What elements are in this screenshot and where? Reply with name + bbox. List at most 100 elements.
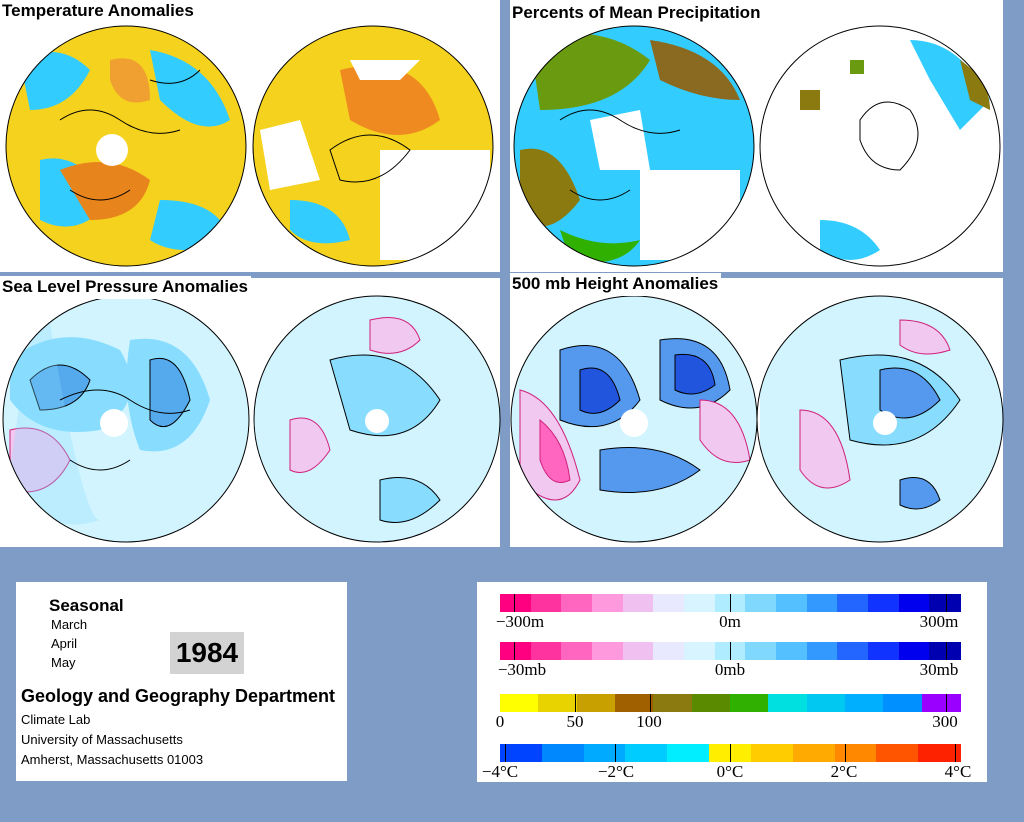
lab-name: Climate Lab xyxy=(21,712,91,727)
tick-mark xyxy=(845,744,846,762)
temperature-nh-map xyxy=(6,26,246,266)
color-swatch xyxy=(684,642,716,660)
color-swatch xyxy=(806,594,839,612)
precip-tick-50: 50 xyxy=(566,712,584,731)
tick-mark xyxy=(513,594,515,612)
height-500mb-nh-map xyxy=(511,296,757,542)
tick-mark xyxy=(730,642,731,660)
color-swatch xyxy=(792,744,836,762)
precip-tick-100: 100 xyxy=(636,712,662,731)
color-swatch xyxy=(898,594,931,612)
color-swatch xyxy=(845,694,885,712)
pressure-color-bar xyxy=(500,642,961,660)
slp-nh-map xyxy=(3,296,249,542)
height-tick-max: 300m xyxy=(919,612,959,631)
tick-mark xyxy=(615,744,616,762)
tick-mark xyxy=(955,744,957,762)
color-swatch xyxy=(921,694,961,712)
tick-mark xyxy=(730,744,731,762)
color-swatch xyxy=(653,694,693,712)
tick-mark xyxy=(504,744,506,762)
month-may: May xyxy=(51,655,76,670)
tick-mark xyxy=(946,694,948,712)
color-swatch xyxy=(837,642,869,660)
color-swatch xyxy=(806,694,846,712)
pressure-tick-min: −30mb xyxy=(497,660,547,679)
color-swatch xyxy=(615,694,655,712)
color-swatch xyxy=(541,744,585,762)
color-swatch xyxy=(868,594,900,612)
temp-tick-minus4: −4°C xyxy=(481,762,519,781)
color-swatch xyxy=(561,594,593,612)
temperature-title: Temperature Anomalies xyxy=(0,0,197,23)
precip-color-bar xyxy=(500,694,961,712)
height-500mb-title: 500 mb Height Anomalies xyxy=(510,273,722,296)
color-swatch xyxy=(500,694,540,712)
precipitation-nh-map xyxy=(514,26,754,266)
color-swatch xyxy=(653,594,685,612)
color-swatch xyxy=(622,642,655,660)
color-swatch xyxy=(745,642,777,660)
temp-tick-zero: 0°C xyxy=(716,762,744,781)
slp-title: Sea Level Pressure Anomalies xyxy=(0,276,252,299)
color-swatch xyxy=(530,642,563,660)
temp-tick-minus2: −2°C xyxy=(597,762,635,781)
color-swatch xyxy=(538,694,578,712)
color-swatch xyxy=(500,642,532,660)
color-swatch xyxy=(653,642,685,660)
height-500mb-sh-map xyxy=(760,296,1003,542)
tick-mark xyxy=(513,642,515,660)
tick-mark xyxy=(946,594,948,612)
color-swatch xyxy=(684,594,716,612)
color-swatch xyxy=(883,694,923,712)
color-swatch xyxy=(868,642,900,660)
precipitation-sh-map xyxy=(760,26,1000,266)
color-swatch xyxy=(834,744,878,762)
tick-mark xyxy=(649,694,651,712)
seasonal-label: Seasonal xyxy=(49,596,124,615)
legend-box: −300m 0m 300m −30mb 0mb 30mb 0 50 100 30… xyxy=(477,582,987,782)
color-swatch xyxy=(561,642,593,660)
precip-tick-300: 300 xyxy=(932,712,958,731)
height-tick-min: −300m xyxy=(495,612,545,631)
year-label: 1984 xyxy=(170,632,244,674)
temp-tick-2: 2°C xyxy=(830,762,858,781)
color-swatch xyxy=(929,642,961,660)
color-swatch xyxy=(622,594,655,612)
precip-tick-0: 0 xyxy=(495,712,505,731)
color-swatch xyxy=(500,744,543,762)
color-swatch xyxy=(625,744,669,762)
color-swatch xyxy=(745,594,777,612)
color-swatch xyxy=(576,694,616,712)
color-swatch xyxy=(583,744,627,762)
month-april: April xyxy=(51,636,78,651)
address: Amherst, Massachusetts 01003 xyxy=(21,752,204,767)
color-swatch xyxy=(592,594,624,612)
pressure-tick-zero: 0mb xyxy=(714,660,746,679)
color-swatch xyxy=(776,642,808,660)
tick-mark xyxy=(575,694,577,712)
temperature-color-bar xyxy=(500,744,961,762)
tick-mark xyxy=(946,642,948,660)
department-name: Geology and Geography Department xyxy=(21,686,336,706)
color-swatch xyxy=(918,744,961,762)
color-swatch xyxy=(530,594,563,612)
info-box: Seasonal March April May 1984 Geology an… xyxy=(16,582,347,781)
height-tick-zero: 0m xyxy=(719,612,741,631)
color-swatch xyxy=(929,594,961,612)
color-swatch xyxy=(837,594,869,612)
color-swatch xyxy=(776,594,808,612)
color-swatch xyxy=(768,694,808,712)
month-march: March xyxy=(51,617,88,632)
temperature-sh-map xyxy=(253,26,493,266)
temp-tick-4: 4°C xyxy=(944,762,972,781)
precipitation-title: Percents of Mean Precipitation xyxy=(510,2,764,25)
university-name: University of Massachusetts xyxy=(21,732,183,747)
color-swatch xyxy=(500,594,532,612)
color-swatch xyxy=(806,642,839,660)
color-swatch xyxy=(691,694,731,712)
tick-mark xyxy=(730,594,731,612)
color-swatch xyxy=(667,744,710,762)
color-swatch xyxy=(876,744,920,762)
